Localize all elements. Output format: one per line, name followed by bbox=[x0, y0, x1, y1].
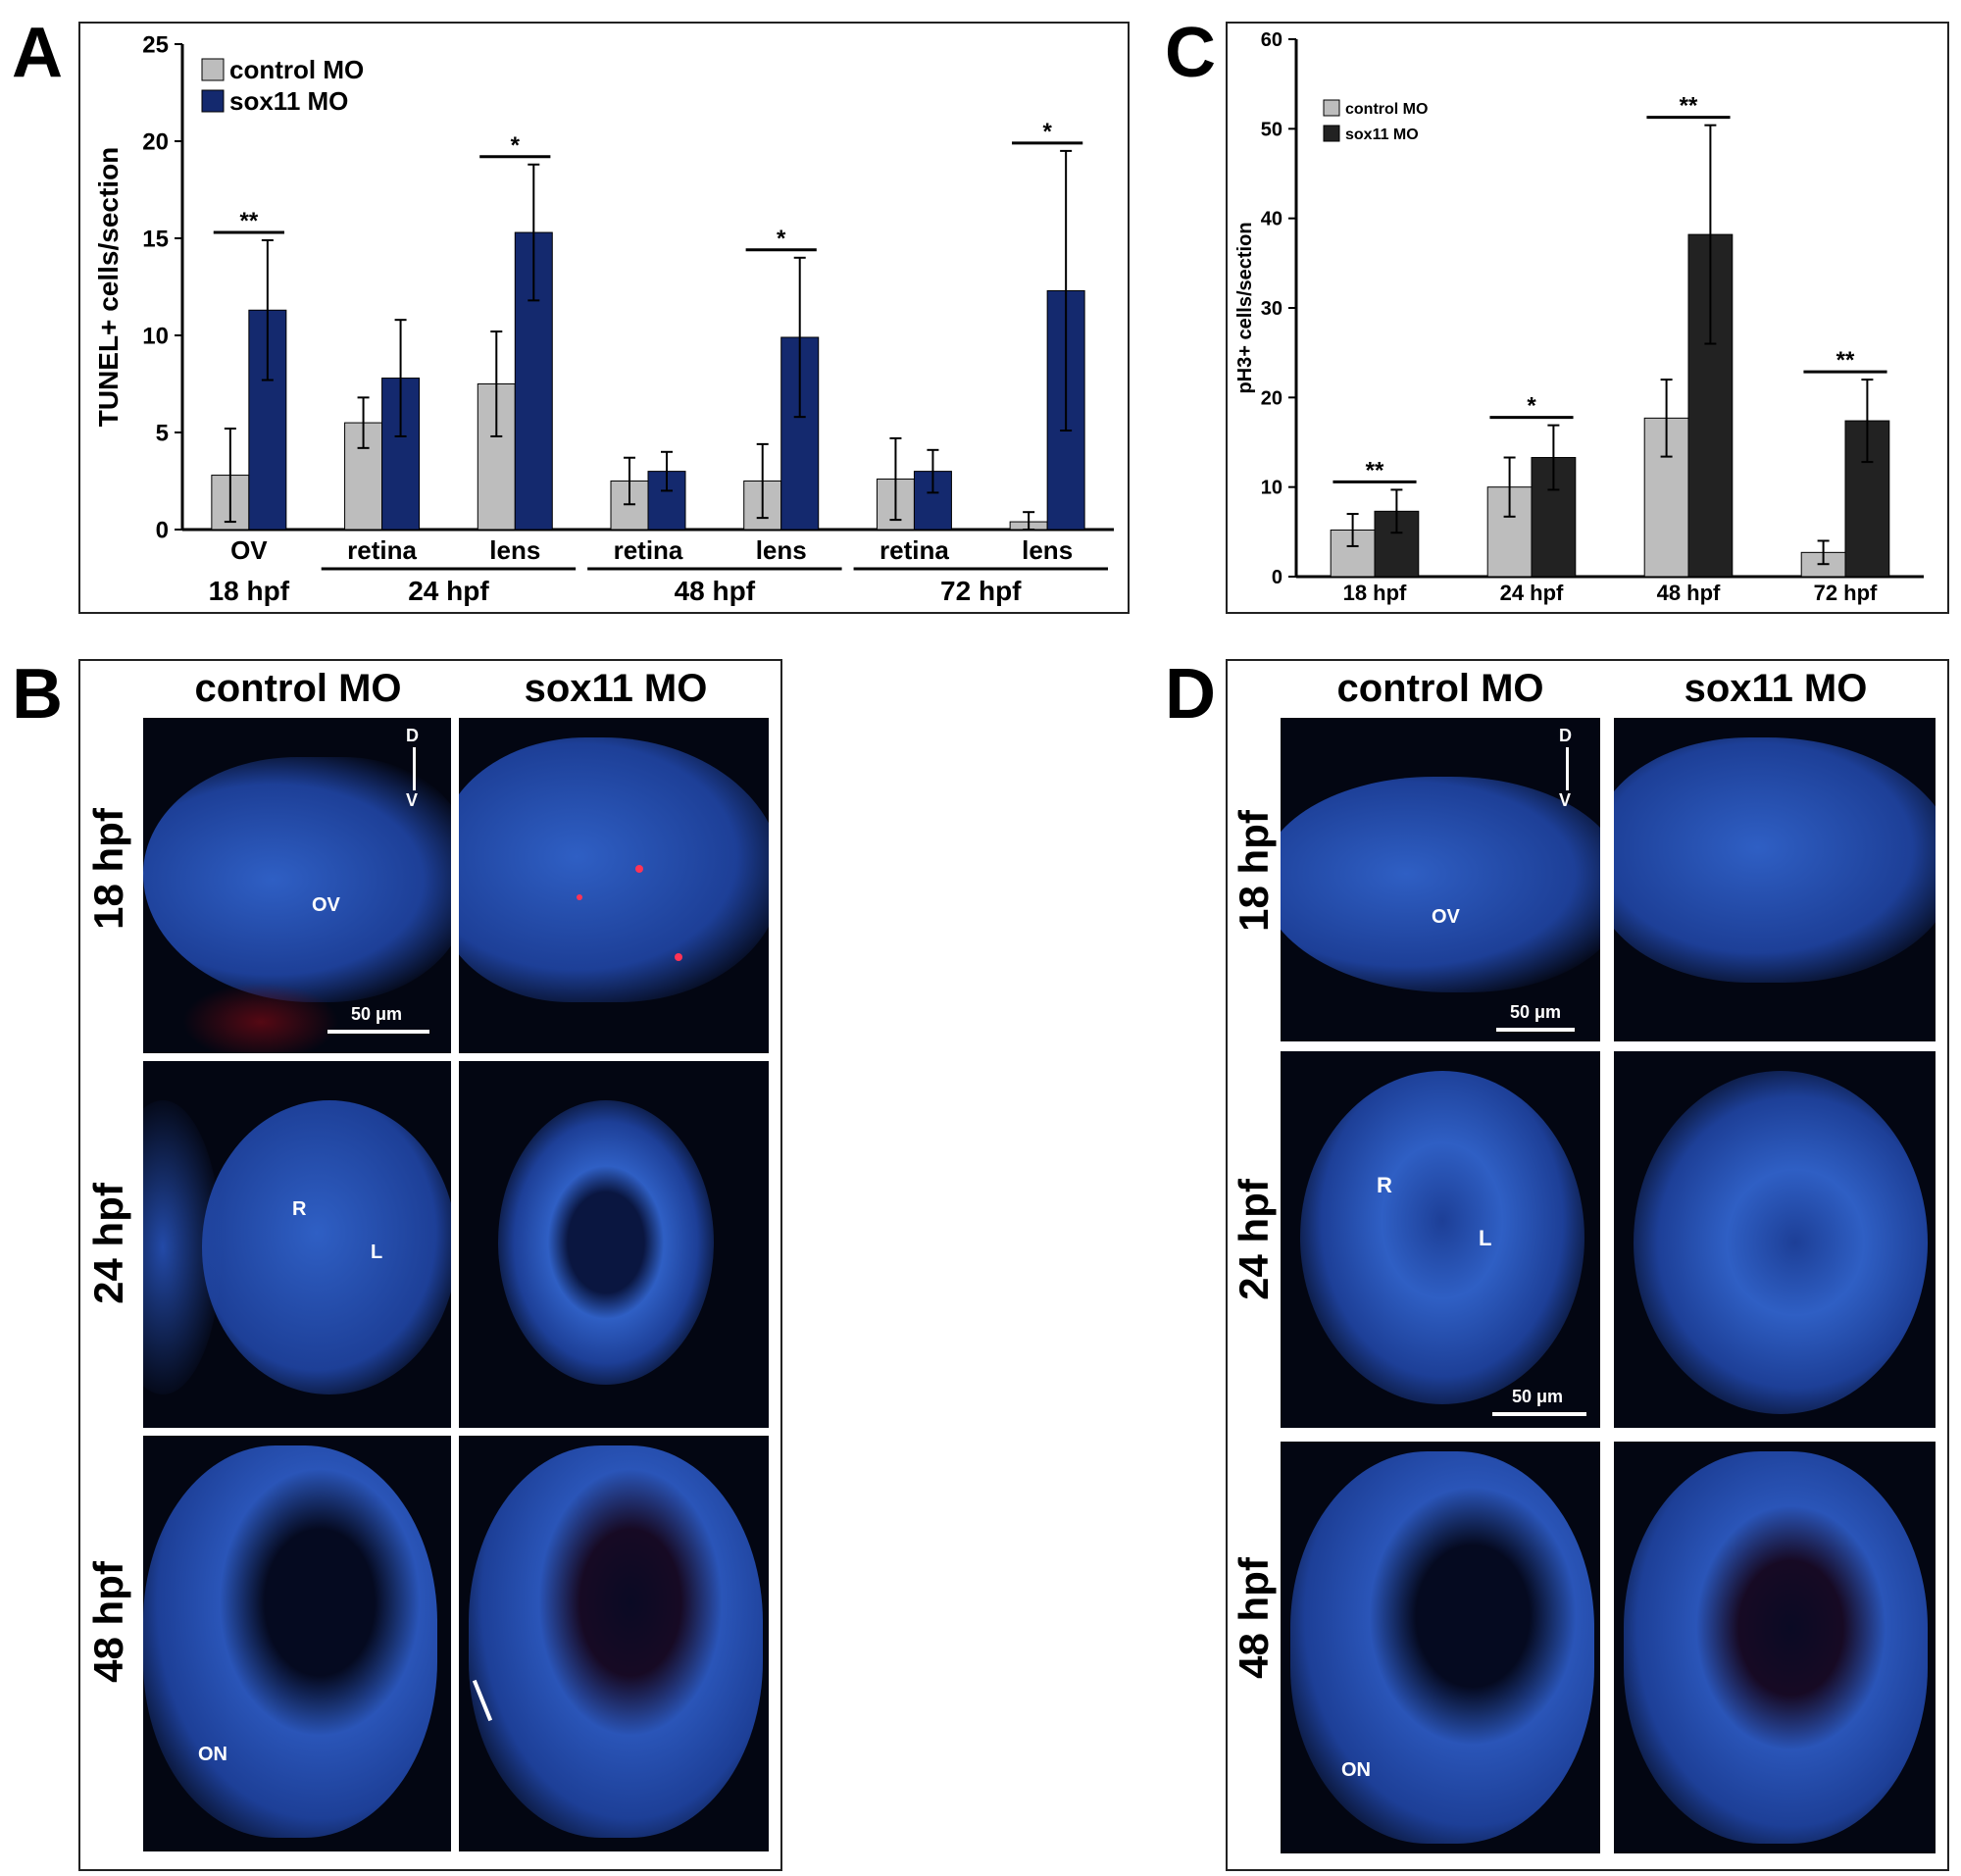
dv-arrow-icon bbox=[1566, 747, 1569, 790]
label-d: D bbox=[1559, 726, 1572, 745]
label-on: ON bbox=[198, 1744, 227, 1765]
y-tick-label: 20 bbox=[142, 128, 169, 155]
panel-c-chart: 0 10 20 30 40 50 60 pH3+ cells/section 18 hpf 24 … bbox=[1234, 29, 1924, 605]
micrograph-b-24hpf-sox11 bbox=[459, 1061, 769, 1428]
y-tick-label: 60 bbox=[1261, 29, 1282, 51]
micrograph-d-48hpf-control: ON bbox=[1281, 1442, 1600, 1853]
y-tick-label: 50 bbox=[1261, 119, 1282, 140]
legend-label: sox11 MO bbox=[229, 86, 348, 116]
x-tick-label: OV bbox=[230, 535, 268, 565]
micrograph-b-48hpf-sox11 bbox=[459, 1436, 769, 1851]
label-r: R bbox=[292, 1198, 307, 1220]
scale-bar bbox=[1496, 1028, 1575, 1032]
legend-swatch bbox=[201, 89, 225, 113]
panel-letter-d: D bbox=[1165, 655, 1216, 734]
label-d: D bbox=[406, 726, 419, 745]
panel-d-column-control: control MO bbox=[1336, 667, 1544, 710]
y-tick-label: 40 bbox=[1261, 209, 1282, 230]
label-v: V bbox=[406, 790, 419, 810]
y-axis-label: TUNEL+ cells/section bbox=[93, 147, 124, 428]
panel-b-row-18hpf: 18 hpf bbox=[85, 808, 131, 930]
label-on: ON bbox=[1341, 1759, 1371, 1781]
group-label: 72 hpf bbox=[940, 576, 1022, 606]
scale-bar bbox=[1492, 1412, 1586, 1416]
panel-b-frame bbox=[78, 659, 782, 1871]
x-tick-label: 18 hpf bbox=[1343, 581, 1407, 605]
scale-bar-label: 50 μm bbox=[1512, 1387, 1564, 1406]
label-ov: OV bbox=[312, 894, 340, 916]
label-l: L bbox=[1479, 1226, 1492, 1250]
legend-swatch bbox=[1323, 99, 1340, 117]
legend-swatch bbox=[1323, 125, 1340, 142]
legend-label: control MO bbox=[229, 55, 364, 84]
panel-b-column-sox11: sox11 MO bbox=[524, 667, 708, 710]
x-tick-label: lens bbox=[1022, 535, 1073, 565]
significance-label: * bbox=[1042, 119, 1052, 145]
y-tick-label: 5 bbox=[156, 420, 169, 446]
micrograph-d-18hpf-control: OV D V 50 μm bbox=[1281, 718, 1600, 1041]
x-tick-label: retina bbox=[880, 535, 949, 565]
label-v: V bbox=[1559, 790, 1572, 810]
y-tick-label: 20 bbox=[1261, 387, 1282, 409]
panel-letter-b: B bbox=[12, 655, 63, 734]
legend-label: sox11 MO bbox=[1345, 127, 1419, 143]
panel-d-frame bbox=[1226, 659, 1949, 1871]
micrograph-d-24hpf-control: R L 50 μm bbox=[1281, 1051, 1600, 1428]
label-l: L bbox=[371, 1242, 383, 1263]
y-tick-label: 0 bbox=[156, 517, 169, 543]
group-label: 48 hpf bbox=[675, 576, 756, 606]
scale-bar-label: 50 μm bbox=[1510, 1002, 1562, 1022]
micrograph-b-48hpf-control: ON bbox=[143, 1436, 451, 1851]
significance-label: ** bbox=[1366, 457, 1384, 483]
significance-label: * bbox=[511, 132, 521, 159]
x-tick-label: lens bbox=[489, 535, 540, 565]
panel-letter-c: C bbox=[1165, 14, 1216, 92]
scale-bar bbox=[327, 1030, 429, 1034]
y-tick-label: 10 bbox=[142, 323, 169, 349]
panel-a-frame bbox=[78, 22, 1130, 614]
panel-d-row-48hpf: 48 hpf bbox=[1231, 1557, 1277, 1679]
scale-bar-label: 50 μm bbox=[351, 1004, 403, 1024]
panel-letter-a: A bbox=[12, 14, 63, 92]
legend-label: control MO bbox=[1345, 101, 1428, 118]
micrograph-d-24hpf-sox11 bbox=[1614, 1051, 1936, 1428]
group-label: 24 hpf bbox=[408, 576, 489, 606]
significance-label: * bbox=[777, 226, 786, 252]
panel-a-chart: 0 5 10 15 20 25 TUNEL+ cells/section OV retina le… bbox=[93, 31, 1114, 606]
micrograph-b-24hpf-control: R L bbox=[143, 1061, 451, 1428]
y-tick-label: 10 bbox=[1261, 478, 1282, 499]
significance-label: ** bbox=[1836, 347, 1855, 374]
x-tick-label: 24 hpf bbox=[1500, 581, 1564, 605]
x-tick-label: lens bbox=[756, 535, 807, 565]
label-r: R bbox=[1377, 1173, 1392, 1197]
micrograph-d-18hpf-sox11 bbox=[1614, 718, 1936, 1041]
x-tick-label: retina bbox=[614, 535, 683, 565]
dv-arrow-icon bbox=[413, 747, 416, 790]
significance-label: * bbox=[1527, 393, 1536, 420]
panel-d-row-18hpf: 18 hpf bbox=[1231, 810, 1277, 932]
panel-b-row-48hpf: 48 hpf bbox=[85, 1561, 131, 1683]
panel-c-frame bbox=[1226, 22, 1949, 614]
panel-d-column-sox11: sox11 MO bbox=[1684, 667, 1868, 710]
panel-b-row-24hpf: 24 hpf bbox=[85, 1183, 131, 1304]
x-tick-label: retina bbox=[347, 535, 417, 565]
legend-swatch bbox=[201, 58, 225, 81]
significance-label: ** bbox=[1680, 93, 1698, 120]
x-tick-label: 72 hpf bbox=[1814, 581, 1878, 605]
micrograph-b-18hpf-sox11 bbox=[459, 718, 769, 1053]
y-tick-label: 15 bbox=[142, 226, 169, 252]
significance-label: ** bbox=[240, 208, 259, 234]
micrograph-d-48hpf-sox11 bbox=[1614, 1442, 1936, 1853]
group-label: 18 hpf bbox=[209, 576, 290, 606]
y-tick-label: 0 bbox=[1272, 567, 1282, 588]
y-tick-label: 30 bbox=[1261, 298, 1282, 320]
x-tick-label: 48 hpf bbox=[1657, 581, 1721, 605]
panel-b-column-control: control MO bbox=[194, 667, 402, 710]
y-axis-label: pH3+ cells/section bbox=[1234, 222, 1256, 393]
y-tick-label: 25 bbox=[142, 31, 169, 58]
panel-d-row-24hpf: 24 hpf bbox=[1231, 1179, 1277, 1300]
micrograph-b-18hpf-control: OV D V 50 μm bbox=[143, 718, 451, 1053]
label-ov: OV bbox=[1432, 906, 1460, 928]
